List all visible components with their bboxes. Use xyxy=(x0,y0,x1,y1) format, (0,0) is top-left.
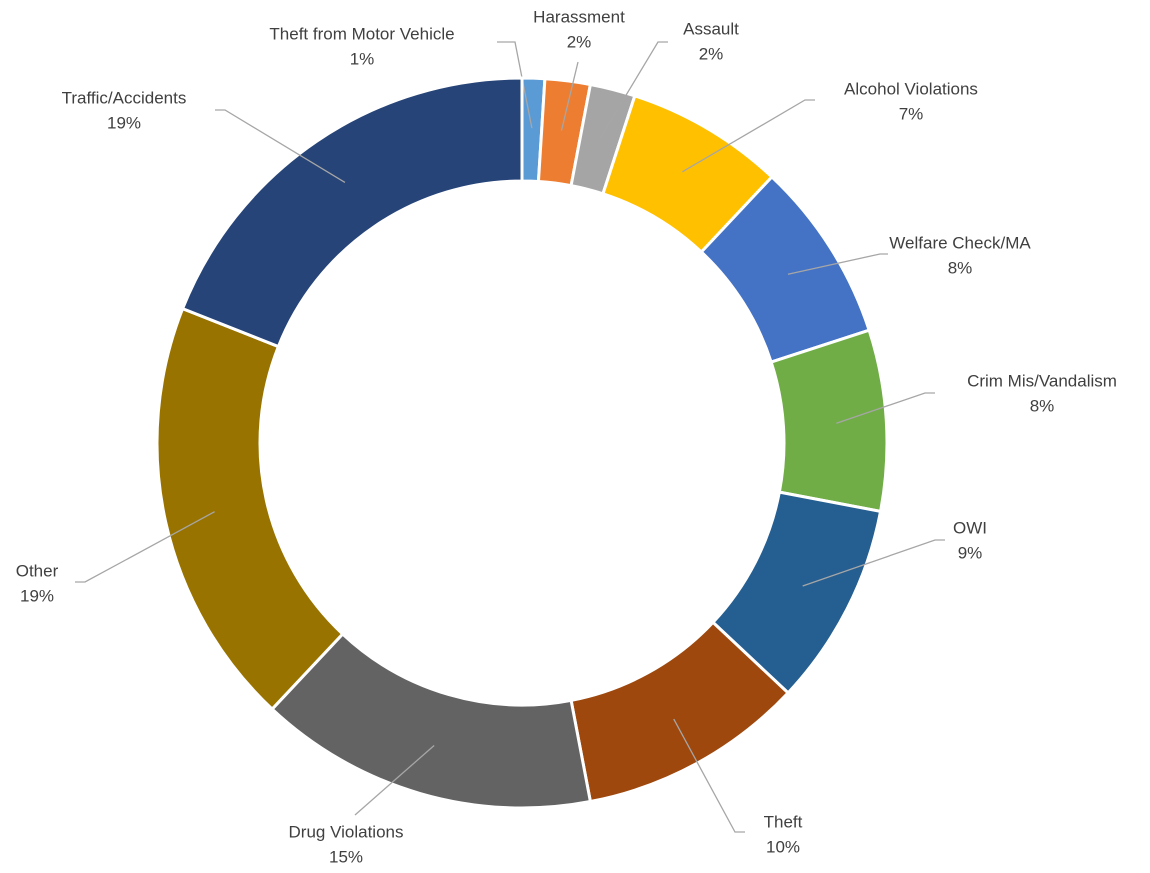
slice-value: 8% xyxy=(1030,396,1055,415)
leader-line xyxy=(560,61,579,131)
leader-line xyxy=(836,392,935,424)
slice-label: Welfare Check/MA xyxy=(889,233,1031,252)
slice-value: 19% xyxy=(107,113,141,132)
slice-value: 1% xyxy=(350,49,375,68)
slice-label: Crim Mis/Vandalism xyxy=(967,371,1117,390)
leader-line xyxy=(75,511,215,583)
leader-line xyxy=(673,718,745,833)
slice-value: 19% xyxy=(20,586,54,605)
slice-label: Traffic/Accidents xyxy=(62,88,187,107)
slice-label: Theft from Motor Vehicle xyxy=(269,24,454,43)
slice-label: Other xyxy=(16,561,59,580)
slice xyxy=(769,328,889,514)
slice-value: 9% xyxy=(958,543,983,562)
leader-line xyxy=(497,41,533,129)
slice-label: Harassment xyxy=(533,7,625,26)
slice-label: Drug Violations xyxy=(289,822,404,841)
leader-line xyxy=(682,99,815,173)
slice-value: 7% xyxy=(899,104,924,123)
slice-label: OWI xyxy=(953,518,987,537)
leader-line xyxy=(599,41,668,139)
slice xyxy=(180,76,524,349)
slice-value: 2% xyxy=(567,32,592,51)
slice-label: Assault xyxy=(683,19,739,38)
slice-value: 2% xyxy=(699,44,724,63)
slice xyxy=(155,306,345,712)
slice-value: 15% xyxy=(329,847,363,866)
leader-line xyxy=(787,253,888,275)
slice-label: Theft xyxy=(764,812,803,831)
slice-label: Alcohol Violations xyxy=(844,79,978,98)
leader-line xyxy=(802,539,945,587)
slice-value: 8% xyxy=(948,258,973,277)
leader-line xyxy=(354,745,435,816)
leader-line xyxy=(215,109,346,184)
slice-value: 10% xyxy=(766,837,800,856)
